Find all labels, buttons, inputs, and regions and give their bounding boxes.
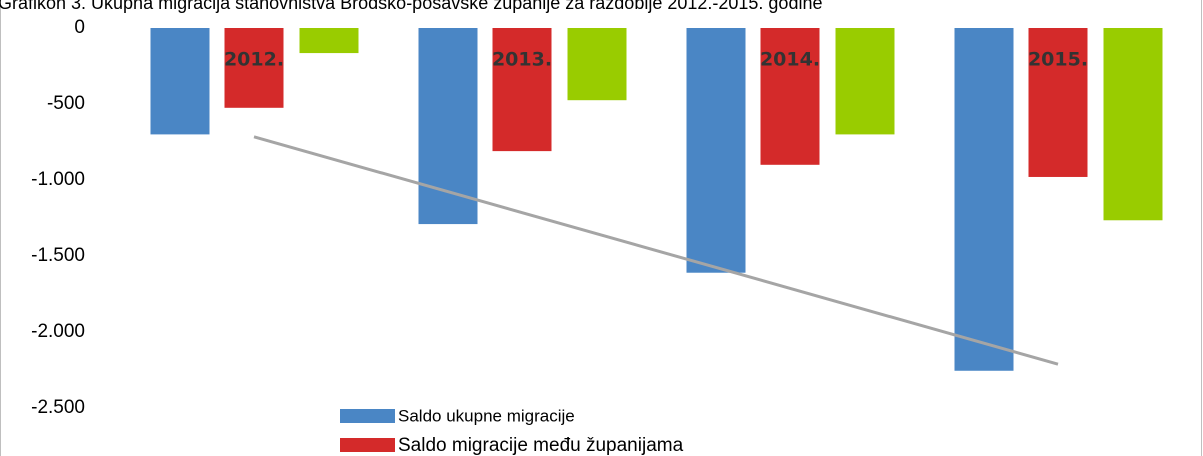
bar bbox=[150, 28, 210, 135]
y-tick-label: -1.000 bbox=[31, 169, 85, 190]
y-tick-label: -500 bbox=[47, 93, 85, 114]
bar bbox=[492, 28, 552, 152]
category-label: 2014. bbox=[760, 49, 820, 71]
bar bbox=[686, 28, 746, 273]
category-label: 2013. bbox=[492, 49, 552, 71]
bar bbox=[567, 28, 627, 101]
bar bbox=[418, 28, 478, 225]
legend-label: Saldo migracije među županijama bbox=[398, 435, 684, 456]
legend-swatch bbox=[340, 409, 395, 423]
y-tick-label: -2.000 bbox=[31, 321, 85, 342]
bar bbox=[954, 28, 1014, 371]
bar bbox=[760, 28, 820, 165]
trendline bbox=[253, 135, 1059, 366]
y-tick-label: 0 bbox=[74, 17, 85, 38]
bar bbox=[299, 28, 359, 54]
category-label: 2012. bbox=[224, 49, 284, 71]
bar bbox=[1028, 28, 1088, 177]
category-label: 2015. bbox=[1028, 49, 1088, 71]
legend-label: Saldo ukupne migracije bbox=[398, 406, 575, 425]
bar bbox=[224, 28, 284, 108]
y-tick-label: -1.500 bbox=[31, 245, 85, 266]
chart-title: Grafikon 3. Ukupna migracija stanovništv… bbox=[0, 0, 822, 13]
legend-swatch bbox=[340, 438, 395, 452]
y-tick-label: -2.500 bbox=[31, 397, 85, 418]
bar bbox=[835, 28, 895, 135]
bar bbox=[1103, 28, 1163, 221]
